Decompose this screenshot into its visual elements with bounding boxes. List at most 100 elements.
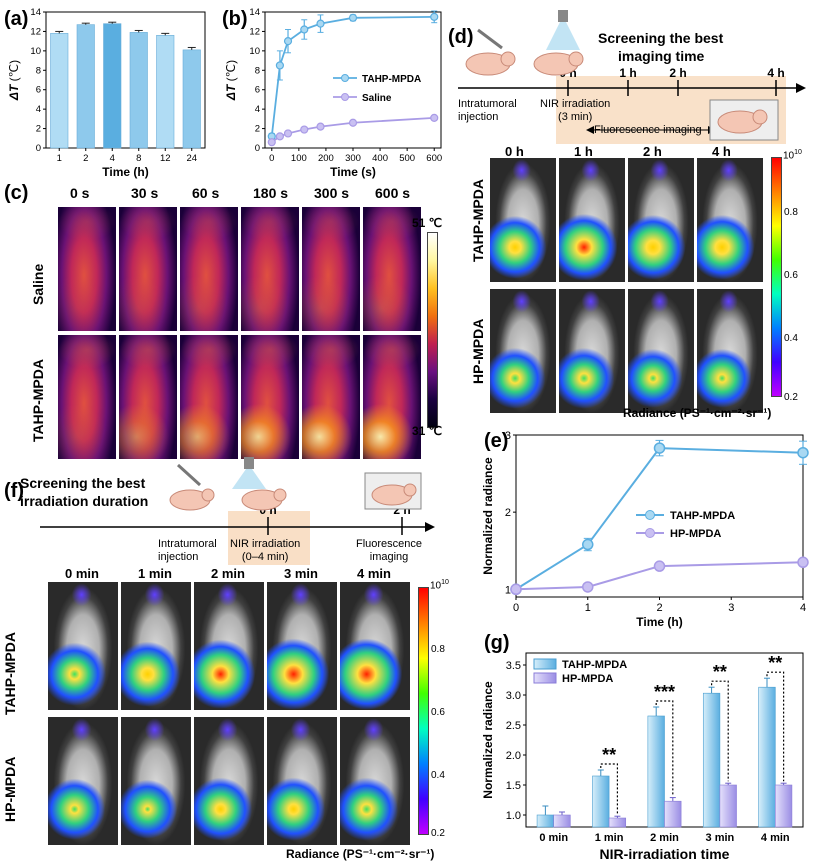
bar (103, 23, 122, 149)
x-tick-label: 8 (136, 153, 141, 164)
lamp-icon (558, 10, 568, 22)
d-scale-t3: 0.4 (784, 333, 798, 344)
timeline-label: 2 h (669, 66, 686, 80)
bar (719, 784, 737, 828)
d-injection: Intratumoral injection (458, 98, 517, 123)
thermal-image (302, 335, 360, 459)
y-axis-symbol: ΔT (7, 83, 21, 101)
d-scale-top: 1010 (783, 149, 802, 162)
bar (608, 817, 627, 828)
d-colorbar (771, 157, 782, 397)
significance-bracket (655, 700, 674, 796)
time-header: 4 min (357, 566, 391, 581)
y-tick-label: 1.5 (506, 780, 521, 792)
lamp-icon (244, 457, 254, 469)
thermal-image (119, 335, 177, 459)
row-label-tahp-c: TAHP-MPDA (30, 359, 46, 442)
d-title-2: imaging time (618, 48, 705, 64)
f-radiance-label: Radiance (PS⁻¹·cm⁻²·sr⁻¹) (286, 847, 435, 861)
x-tick-label: 2 min (650, 832, 679, 844)
f-scale-top: 1010 (430, 579, 449, 592)
d-scale-t4: 0.2 (784, 392, 798, 403)
y-tick-label: 4 (255, 104, 260, 115)
time-header: 2 min (211, 566, 245, 581)
y-tick-label: 10 (249, 46, 260, 57)
fluorescence-image (340, 717, 410, 845)
x-tick-label: 3 min (706, 832, 735, 844)
data-point (582, 581, 594, 593)
thermal-image (363, 335, 421, 459)
y-tick-label: 3 (505, 430, 511, 442)
mouse-icon-head (568, 51, 584, 67)
bar (647, 715, 665, 828)
fluorescence-image (48, 717, 118, 845)
y-axis-symbol: ΔT (224, 83, 238, 101)
fluorescence-image (267, 717, 337, 845)
f-fluor-grid: 0 min 1 min 2 min 3 min 4 min (46, 566, 416, 845)
y-axis-label: Normalized radiance (481, 457, 495, 575)
panel-a-label: (a) (4, 8, 29, 30)
f-fluor: Fluorescence imaging (356, 538, 423, 563)
time-header: 1 min (138, 566, 172, 581)
significance-bracket (710, 680, 729, 782)
f-injection: Intratumoral injection (158, 538, 217, 563)
thermal-image (119, 207, 177, 331)
data-point (300, 25, 309, 34)
x-tick-label: 400 (372, 153, 388, 164)
light-beam-icon (232, 469, 266, 489)
legend-swatch (533, 672, 557, 684)
data-point (348, 118, 358, 127)
thermal-grid: 0 s 30 s 60 s 180 s 300 s 600 s (48, 185, 428, 459)
data-point (430, 12, 439, 21)
significance-marker: *** (654, 682, 675, 702)
fluorescence-image (48, 582, 118, 710)
timeline-arrow (796, 83, 806, 93)
bar (182, 49, 201, 149)
time-header: 1 h (574, 144, 593, 159)
shaded-zone (228, 511, 310, 565)
y-tick-label: 8 (255, 65, 260, 76)
y-tick-label: 2.0 (506, 750, 521, 762)
y-axis-unit: (℃) (224, 60, 238, 85)
fluorescence-image (697, 289, 763, 413)
f-title-2: irradiation duration (20, 493, 149, 509)
y-tick-label: 2 (505, 507, 511, 519)
y-tick-label: 2 (255, 124, 260, 135)
thermal-colorbar (427, 232, 438, 428)
time-header: 3 min (284, 566, 318, 581)
y-axis-unit: (℃) (7, 60, 21, 85)
significance-bracket (600, 763, 619, 815)
f-colorbar (418, 587, 429, 835)
thermal-image (241, 207, 299, 331)
time-header: 300 s (314, 185, 350, 201)
time-header: 4 h (712, 144, 731, 159)
data-point (510, 583, 522, 596)
time-header: 30 s (131, 185, 159, 201)
y-tick-label: 3.5 (506, 660, 521, 672)
x-tick-label: 1 min (595, 832, 624, 844)
mouse-icon-head (752, 109, 768, 125)
bar (156, 35, 175, 149)
significance-marker: ** (713, 662, 727, 682)
d-row-tahp: TAHP-MPDA (470, 179, 486, 262)
fluorescence-image (121, 582, 191, 710)
f-scale-t3: 0.4 (431, 770, 445, 781)
y-tick-label: 4 (36, 104, 41, 115)
fluorescence-image (194, 582, 264, 710)
data-point (283, 37, 293, 46)
significance-marker: ** (602, 745, 616, 765)
x-tick-label: 0 (269, 153, 274, 164)
legend-label: Saline (362, 93, 392, 104)
timeline-label: 1 h (619, 66, 636, 80)
data-point (316, 122, 325, 131)
x-tick-label: 1 (57, 153, 62, 164)
y-axis-label: Normalized radiance (481, 681, 495, 799)
x-tick-label: 0 min (539, 832, 568, 844)
d-fluor: Fluorescence imaging (594, 124, 702, 136)
y-tick-label: 0 (255, 143, 260, 154)
fluorescence-image (628, 158, 694, 282)
arrow-head (586, 126, 594, 134)
fluorescence-image (559, 289, 625, 413)
timeline-label: 4 h (767, 66, 784, 80)
